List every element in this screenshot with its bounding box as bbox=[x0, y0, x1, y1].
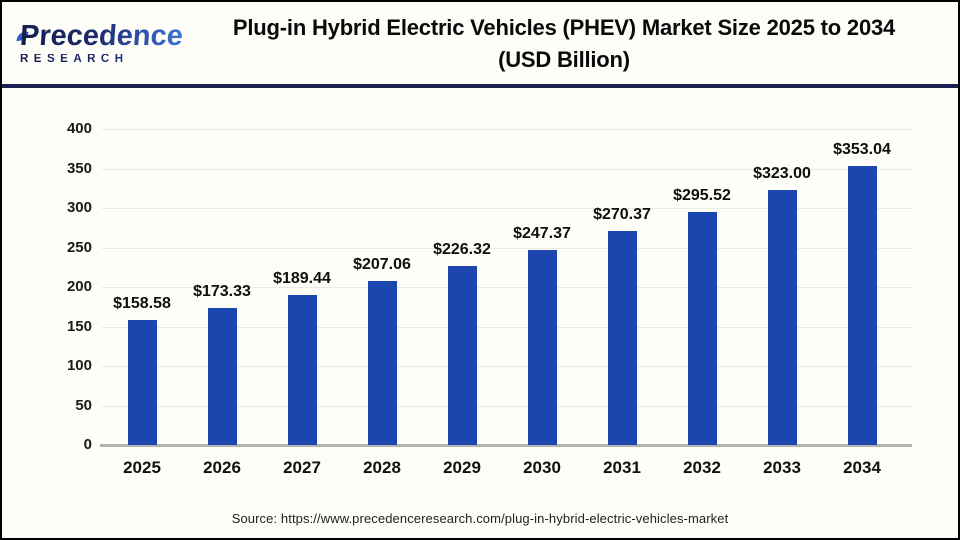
bar-value-label: $323.00 bbox=[753, 164, 811, 182]
bar-value-label: $270.37 bbox=[593, 206, 651, 224]
chart-title: Plug-in Hybrid Electric Vehicles (PHEV) … bbox=[182, 12, 958, 76]
gridline bbox=[102, 208, 912, 209]
gridline bbox=[102, 129, 912, 130]
bar bbox=[767, 189, 797, 445]
y-axis-tick-label: 250 bbox=[66, 238, 92, 256]
bar bbox=[367, 281, 397, 445]
bar bbox=[287, 295, 317, 445]
y-axis-tick-label: 400 bbox=[66, 120, 92, 137]
x-axis-tick-label: 2027 bbox=[283, 458, 321, 477]
x-axis-tick-label: 2034 bbox=[843, 458, 881, 477]
x-axis-tick-label: 2033 bbox=[763, 458, 801, 477]
gridline bbox=[102, 247, 912, 249]
bar bbox=[607, 231, 637, 445]
header-separator bbox=[2, 84, 958, 88]
y-axis-tick-label: 350 bbox=[66, 159, 92, 177]
bar-value-label: $295.52 bbox=[673, 186, 731, 204]
y-axis-tick-label: 300 bbox=[66, 199, 92, 216]
gridline bbox=[102, 326, 912, 328]
gridline bbox=[102, 168, 912, 170]
bar-value-label: $207.06 bbox=[353, 256, 411, 274]
x-axis-tick-label: 2029 bbox=[443, 458, 481, 477]
x-axis-tick-label: 2028 bbox=[363, 458, 401, 477]
y-axis-tick-label: 200 bbox=[66, 278, 92, 295]
y-axis-tick-label: 150 bbox=[66, 317, 92, 335]
bar-value-label: $226.32 bbox=[433, 241, 491, 259]
logo-sub-text: RESEARCH bbox=[20, 53, 182, 66]
chart-title-line2: (USD Billion) bbox=[498, 46, 630, 72]
bar bbox=[847, 166, 877, 445]
gridline bbox=[102, 405, 912, 407]
y-axis-tick-label: 0 bbox=[83, 436, 92, 453]
gridline bbox=[102, 366, 912, 367]
bar bbox=[207, 308, 237, 445]
bar-value-label: $158.58 bbox=[113, 294, 171, 312]
bar bbox=[447, 266, 477, 445]
gridline bbox=[102, 287, 912, 288]
x-axis-tick-label: 2032 bbox=[683, 458, 721, 477]
precedence-research-logo: Precedence RESEARCH bbox=[2, 20, 184, 66]
chart-title-line1: Plug-in Hybrid Electric Vehicles (PHEV) … bbox=[232, 14, 896, 40]
bar bbox=[527, 249, 557, 445]
bar-value-label: $189.44 bbox=[273, 270, 331, 288]
x-axis-tick-label: 2026 bbox=[203, 458, 241, 477]
bar bbox=[687, 211, 717, 445]
y-axis-tick-label: 100 bbox=[66, 357, 92, 374]
x-axis-tick-label: 2031 bbox=[603, 458, 641, 477]
leaf-icon bbox=[16, 31, 29, 41]
y-axis-tick-label: 50 bbox=[75, 396, 92, 414]
x-axis-tick-label: 2025 bbox=[123, 458, 161, 477]
x-axis-tick-label: 2030 bbox=[523, 458, 561, 477]
bar-value-label: $247.37 bbox=[513, 224, 571, 242]
bar-value-label: $353.04 bbox=[833, 141, 891, 159]
bar-value-label: $173.33 bbox=[193, 283, 251, 301]
x-axis-line bbox=[100, 444, 912, 447]
bar bbox=[127, 319, 157, 445]
header: Precedence RESEARCH Plug-in Hybrid Elect… bbox=[2, 2, 958, 85]
source-line: Source: https://www.precedenceresearch.c… bbox=[231, 511, 729, 526]
